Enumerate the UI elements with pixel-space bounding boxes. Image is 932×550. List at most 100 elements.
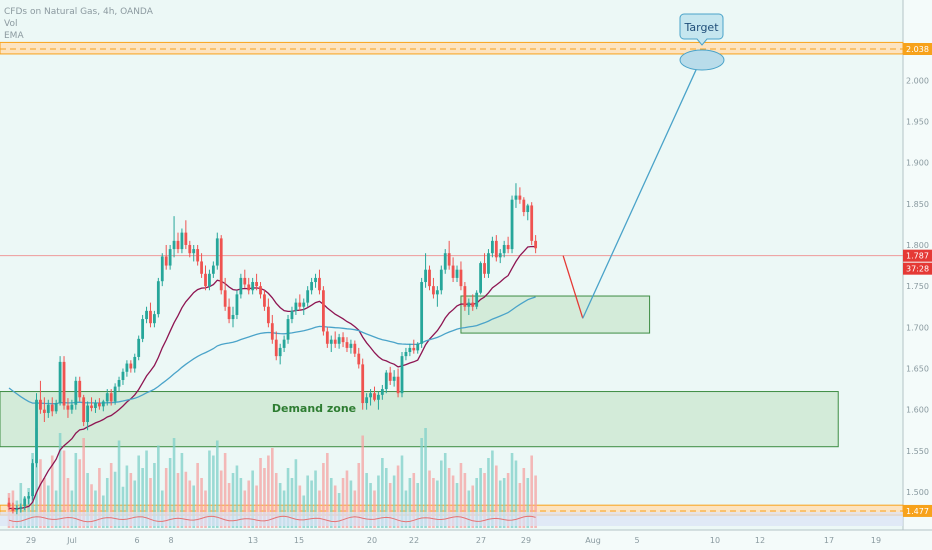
- current-price-tag[interactable]: [903, 249, 932, 262]
- candle: [219, 235, 223, 295]
- candle-body: [506, 244, 510, 250]
- candle-body: [172, 240, 176, 250]
- oscillator-band: [0, 512, 903, 526]
- candle: [483, 253, 486, 278]
- volume-bar: [471, 485, 475, 528]
- volume-bar: [70, 490, 74, 528]
- candle: [388, 366, 392, 385]
- ema-fast-line[interactable]: [8, 245, 536, 510]
- candle: [235, 290, 239, 320]
- candle: [188, 240, 192, 258]
- volume-bar: [420, 438, 423, 528]
- candle: [443, 249, 447, 274]
- candle: [266, 298, 270, 328]
- candle-body: [105, 393, 109, 402]
- candle: [31, 459, 34, 501]
- candle: [325, 327, 329, 348]
- candle-body: [141, 319, 145, 339]
- volume-bar: [467, 490, 471, 528]
- time-tick-label: 19: [871, 536, 881, 545]
- bottom-level-price-tag[interactable]: [903, 504, 932, 517]
- volume-indicator-label[interactable]: Vol: [4, 19, 18, 29]
- candle-body: [263, 294, 266, 307]
- target-callout[interactable]: Target: [679, 13, 725, 71]
- price-tick-label: 1.700: [906, 323, 929, 332]
- candle: [270, 314, 274, 344]
- volume-bar: [329, 478, 333, 528]
- volume-bar: [365, 473, 368, 528]
- candle: [35, 393, 38, 468]
- oscillator-line: [8, 515, 536, 523]
- candle-body: [31, 463, 34, 497]
- volume-bar: [412, 473, 416, 528]
- projection-up-line[interactable]: [582, 59, 702, 319]
- candle-body: [90, 405, 93, 409]
- target-bubble: [679, 13, 724, 46]
- volume-bar: [495, 465, 498, 528]
- countdown-tag[interactable]: [903, 262, 932, 275]
- candle-body: [278, 347, 282, 357]
- candle-body: [404, 352, 408, 357]
- candle: [215, 232, 219, 270]
- volume-bar: [157, 445, 160, 528]
- candle: [377, 391, 380, 410]
- candle: [282, 335, 286, 353]
- time-axis-background[interactable]: [0, 530, 932, 550]
- candle-body: [487, 253, 490, 274]
- candle: [153, 310, 156, 328]
- candle: [400, 352, 404, 398]
- candle-body: [188, 244, 192, 254]
- time-tick-label: Jul: [66, 536, 77, 545]
- price-tick-label: 1.950: [906, 117, 929, 126]
- candle: [432, 277, 435, 299]
- candle-body: [137, 338, 141, 357]
- level-band-0[interactable]: [0, 41, 904, 55]
- candle: [373, 386, 376, 402]
- candle: [121, 368, 125, 385]
- price-tick-label: 1.650: [906, 364, 929, 373]
- top-level-price-tag[interactable]: [903, 43, 932, 55]
- candle-body: [490, 240, 494, 254]
- candle-body: [46, 404, 50, 413]
- candle-body: [388, 372, 392, 381]
- candle-body: [341, 337, 345, 343]
- candle: [322, 286, 325, 336]
- candle: [514, 183, 518, 208]
- candle-body: [180, 232, 184, 250]
- volume-bar: [388, 483, 392, 528]
- chart-legend: CFDs on Natural Gas, 4h, OANDA Vol EMA: [4, 6, 153, 42]
- candle-body: [50, 404, 54, 412]
- candle: [506, 236, 510, 254]
- candle: [357, 347, 361, 369]
- candle-body: [239, 277, 243, 295]
- candle-body: [451, 265, 455, 278]
- candle-body: [318, 277, 321, 291]
- volume-bar: [502, 478, 506, 528]
- volume-bar: [149, 478, 152, 528]
- countdown-text: 37:28: [906, 265, 929, 274]
- candle-body: [70, 404, 74, 410]
- volume-bar: [337, 493, 341, 528]
- retest-zone-box[interactable]: [460, 295, 651, 334]
- candle: [361, 358, 365, 410]
- volume-bar: [263, 468, 266, 528]
- candle: [23, 496, 27, 511]
- candle-body: [483, 263, 486, 274]
- candle: [510, 195, 514, 254]
- candle: [475, 290, 479, 310]
- candle-body: [204, 273, 207, 287]
- volume-bar: [90, 484, 93, 528]
- volume-bar: [483, 473, 486, 528]
- ema-indicator-label[interactable]: EMA: [4, 31, 24, 41]
- price-tick-label: 1.500: [906, 488, 929, 497]
- symbol-title[interactable]: CFDs on Natural Gas, 4h, OANDA: [4, 7, 153, 17]
- time-tick-label: 15: [294, 536, 304, 545]
- volume-bar: [109, 463, 113, 528]
- candle: [408, 343, 412, 357]
- demand-zone-box[interactable]: [0, 391, 839, 448]
- candle-body: [502, 244, 506, 254]
- candle: [156, 277, 160, 318]
- candle-body: [337, 337, 341, 344]
- projection-down-line[interactable]: [562, 255, 584, 319]
